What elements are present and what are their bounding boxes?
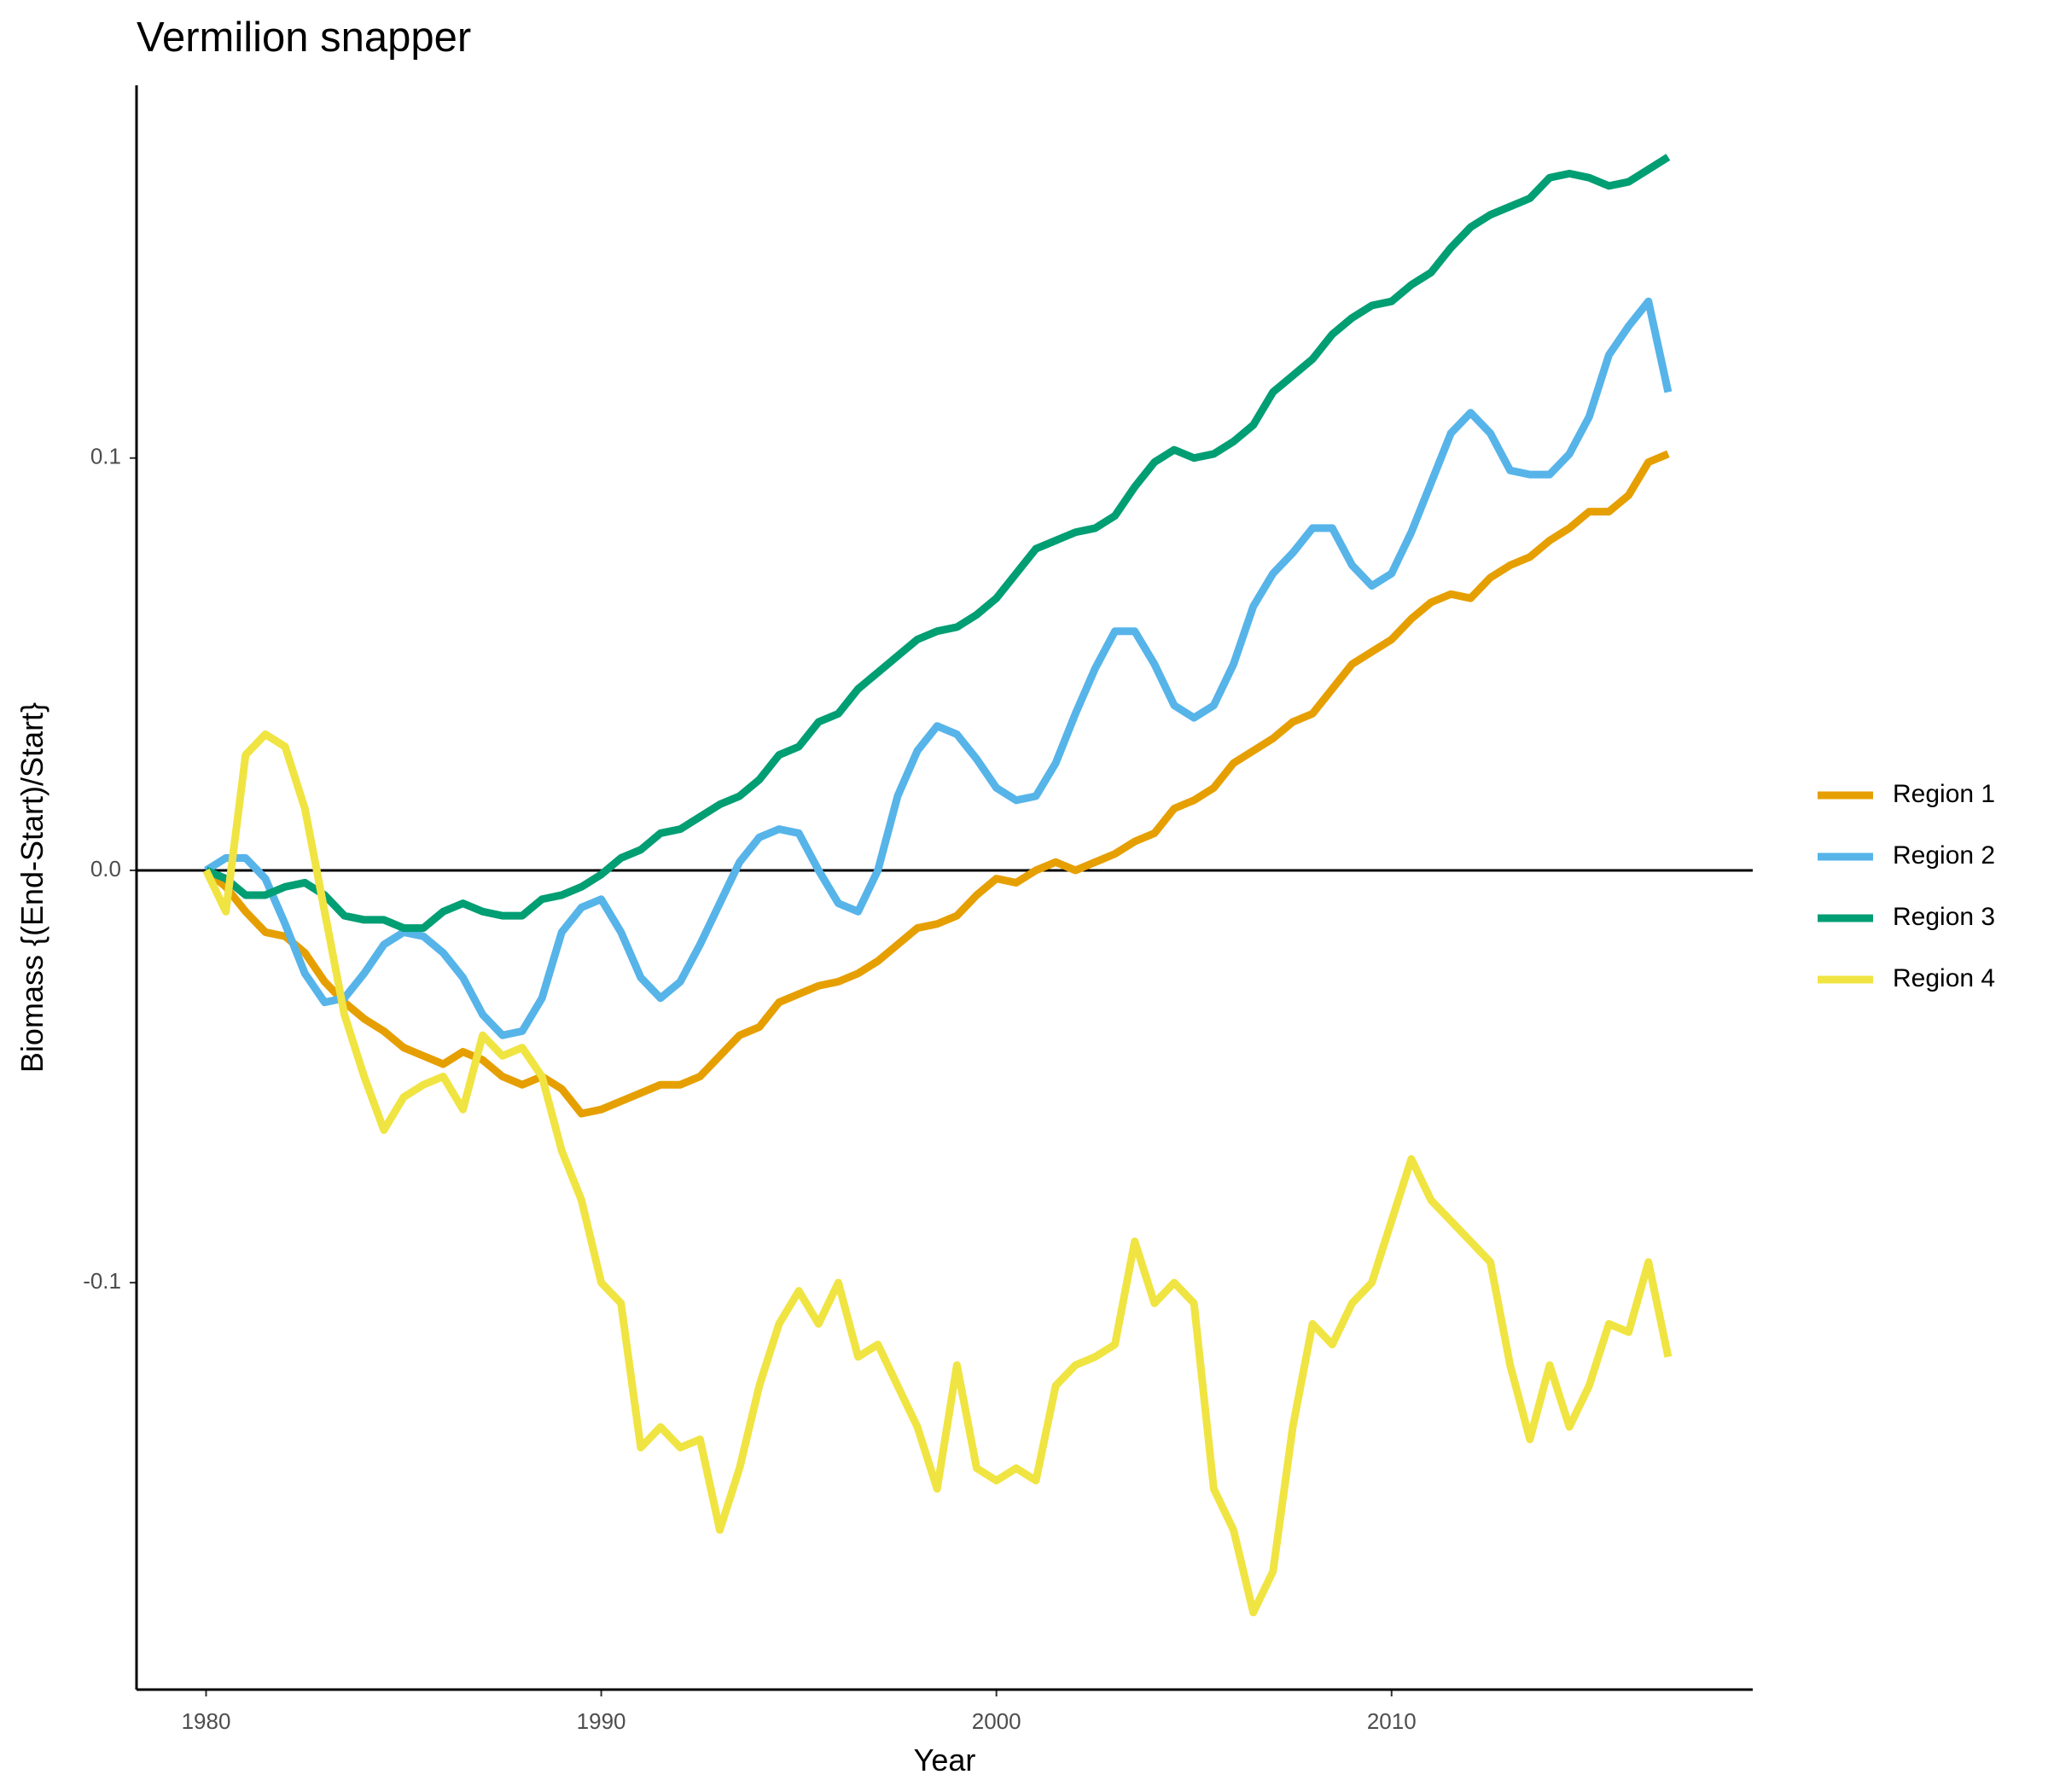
y-tick-label: 0.0 <box>90 856 121 881</box>
x-axis-title: Year <box>914 1743 976 1777</box>
legend-label: Region 1 <box>1893 780 1995 808</box>
legend-label: Region 4 <box>1893 964 1995 992</box>
series-line <box>202 730 1673 1617</box>
legend-label: Region 2 <box>1893 841 1995 870</box>
series-line <box>204 297 1673 1039</box>
series-line <box>203 450 1670 1118</box>
x-tick-label: 1980 <box>182 1708 231 1734</box>
legend-label: Region 3 <box>1893 903 1995 931</box>
x-tick-label: 2010 <box>1367 1708 1417 1734</box>
series-line <box>204 154 1671 933</box>
y-axis-title: Biomass {(End-Start)/Start} <box>15 702 49 1073</box>
x-tick-label: 1990 <box>577 1708 626 1734</box>
y-tick-label: 0.1 <box>90 444 121 469</box>
chart-title: Vermilion snapper <box>137 15 471 61</box>
y-tick-label: -0.1 <box>83 1268 121 1294</box>
x-tick-label: 2000 <box>972 1708 1021 1734</box>
